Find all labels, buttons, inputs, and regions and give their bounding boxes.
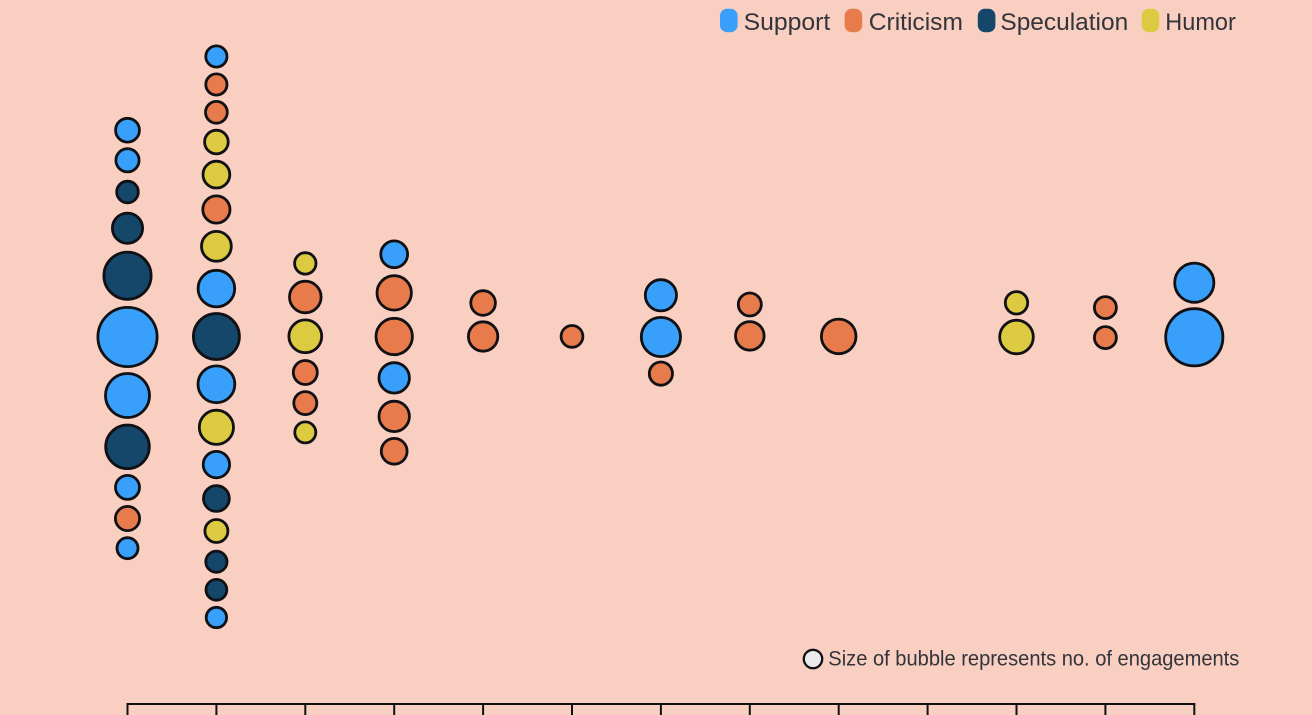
svg-text:Humor: Humor: [1165, 9, 1236, 36]
svg-text:Criticism: Criticism: [869, 9, 963, 36]
svg-text:Size of bubble represents no.: Size of bubble represents no. of engagem…: [828, 647, 1239, 670]
svg-text:Support: Support: [744, 9, 831, 36]
svg-text:Speculation: Speculation: [1000, 9, 1128, 36]
